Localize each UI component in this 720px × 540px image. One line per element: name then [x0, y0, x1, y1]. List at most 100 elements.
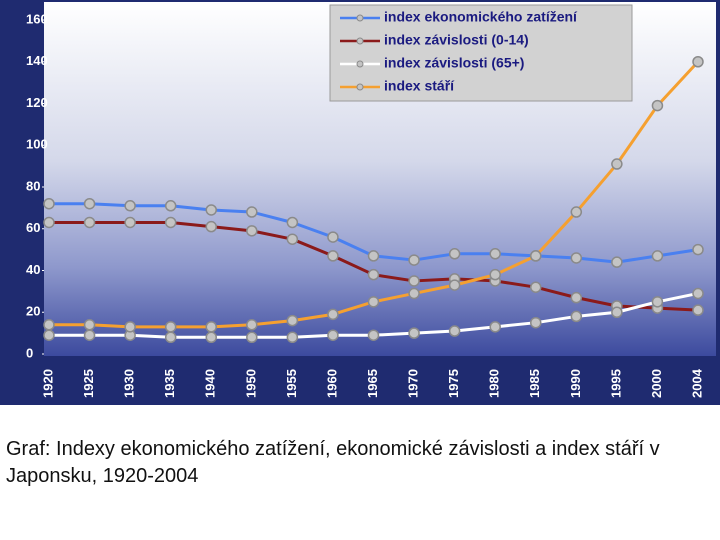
x-tick-label: 1940: [203, 369, 218, 398]
legend: index ekonomického zatížení index závislo…: [329, 4, 633, 102]
x-tick-label: 1975: [446, 369, 461, 398]
data-point: [651, 250, 664, 262]
legend-label: index závislosti (65+): [384, 55, 524, 71]
x-tick-label: 2004: [689, 368, 704, 398]
data-point: [489, 248, 501, 260]
data-point: [43, 319, 55, 331]
data-point: [83, 319, 96, 331]
data-point: [164, 331, 177, 344]
x-tick-label: 2000: [649, 369, 664, 398]
data-point: [205, 204, 217, 216]
data-point: [651, 296, 664, 308]
data-point: [327, 329, 339, 341]
y-tick-label: 120: [26, 95, 48, 110]
y-tick-label: 0: [26, 345, 33, 360]
data-point: [246, 206, 258, 218]
data-point: [367, 296, 380, 308]
x-tick-label: 1955: [284, 369, 299, 398]
x-tick-label: 1970: [406, 369, 421, 398]
data-point: [124, 216, 136, 229]
x-tick-label: 1985: [527, 369, 542, 398]
data-point: [83, 216, 96, 229]
data-point: [489, 268, 501, 281]
y-tick-label: 160: [26, 11, 48, 26]
data-point: [43, 329, 55, 341]
data-point: [570, 291, 583, 304]
data-point: [83, 329, 96, 341]
data-point: [489, 321, 501, 333]
data-point: [246, 225, 258, 237]
chart: 0 20 40 60 80 100 120 140 160 1920 1925 1930 1935 194…: [0, 0, 720, 405]
data-point: [448, 248, 461, 260]
data-point: [408, 275, 420, 287]
x-tick-label: 1925: [81, 369, 96, 398]
y-tick-label: 40: [26, 262, 40, 277]
data-point: [570, 206, 583, 218]
data-point: [530, 250, 542, 262]
data-point: [327, 231, 339, 243]
data-point: [692, 56, 704, 68]
data-point: [205, 220, 217, 233]
legend-box: [329, 4, 633, 102]
data-point: [611, 158, 623, 170]
data-point: [124, 321, 136, 333]
data-point: [286, 331, 299, 344]
data-point: [286, 216, 299, 229]
x-tick-label: 1950: [243, 369, 258, 398]
data-point: [43, 197, 55, 210]
data-point: [246, 331, 258, 344]
data-point: [408, 327, 420, 339]
legend-marker: [356, 83, 364, 91]
data-point: [692, 243, 704, 256]
y-tick-label: 100: [26, 137, 48, 152]
data-point: [530, 316, 542, 329]
data-point: [286, 314, 299, 327]
legend-marker: [356, 14, 364, 22]
y-tick-label: 140: [26, 53, 48, 68]
data-point: [448, 325, 461, 337]
x-tick-label: 1990: [568, 369, 583, 398]
data-point: [327, 308, 339, 321]
y-tick-label: 80: [26, 178, 40, 193]
x-tick-label: 1980: [487, 369, 502, 398]
data-point: [408, 287, 420, 300]
data-point: [692, 304, 704, 316]
x-tick-label: 1960: [324, 369, 339, 398]
x-tick-label: 1920: [40, 369, 55, 398]
data-point: [611, 256, 623, 268]
x-tick-label: 1965: [365, 369, 380, 398]
data-point: [367, 250, 380, 262]
legend-label: index závislosti (0-14): [384, 32, 529, 48]
data-point: [164, 200, 177, 212]
data-point: [164, 216, 177, 229]
legend-label: index ekonomického zatížení: [384, 9, 578, 25]
legend-marker: [356, 37, 364, 45]
data-point: [448, 279, 461, 291]
x-tick-label: 1935: [162, 369, 177, 398]
data-point: [611, 306, 623, 318]
legend-label: index stáří: [384, 78, 455, 94]
data-point: [651, 99, 664, 112]
data-point: [164, 321, 177, 333]
data-point: [43, 216, 55, 229]
data-point: [124, 200, 136, 212]
data-point: [205, 331, 217, 344]
x-tick-label: 1995: [608, 369, 623, 398]
data-point: [530, 281, 542, 293]
x-tick-label: 1930: [122, 369, 137, 398]
data-point: [367, 329, 380, 341]
data-point: [408, 254, 420, 266]
legend-marker: [356, 60, 364, 68]
data-point: [570, 252, 583, 264]
data-point: [205, 321, 217, 333]
data-point: [327, 250, 339, 262]
y-tick-label: 60: [26, 220, 40, 235]
y-tick-label: 20: [26, 304, 40, 319]
data-point: [286, 233, 299, 245]
data-point: [692, 287, 704, 300]
data-point: [570, 310, 583, 323]
caption: Graf: Indexy ekonomického zatížení, ekon…: [6, 438, 660, 487]
data-point: [367, 268, 380, 281]
data-point: [83, 197, 96, 210]
